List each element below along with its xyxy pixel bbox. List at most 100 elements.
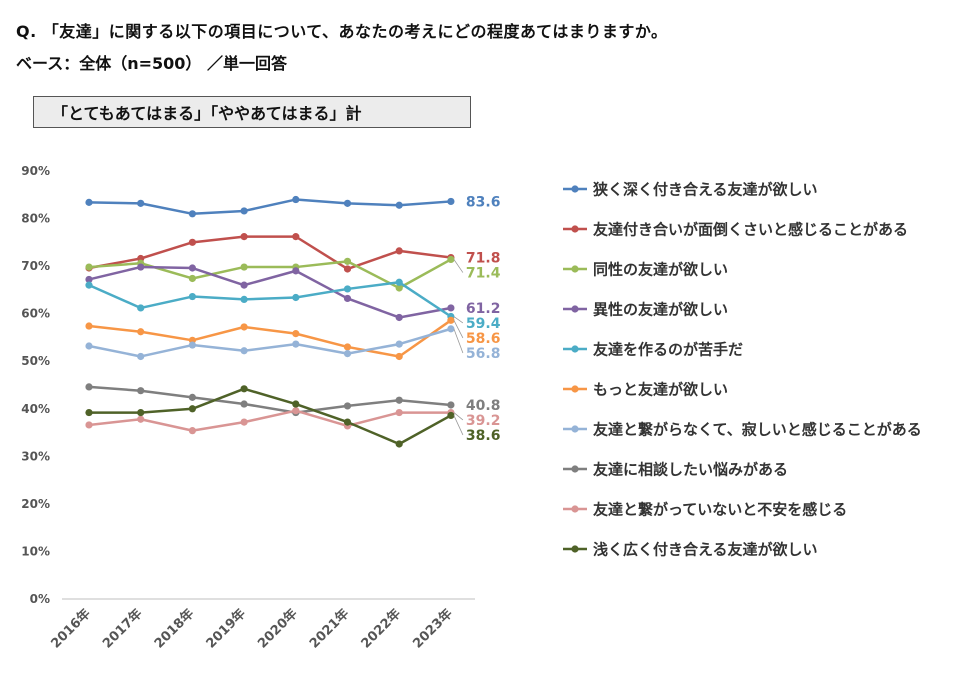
series-line <box>88 265 452 319</box>
chart-title: 「とてもあてはまる」「ややあてはまる」計 <box>33 96 471 128</box>
data-point <box>188 274 196 283</box>
base-note: ベース：全体（n=500） ／単一回答 <box>16 54 287 73</box>
legend-label: 友達と繋がっていないと不安を感じる <box>593 501 847 519</box>
legend-marker <box>571 505 579 513</box>
data-point <box>240 385 248 393</box>
leader-line <box>453 328 464 354</box>
data-point <box>447 255 455 264</box>
data-point <box>85 275 93 284</box>
legend-label: 浅く広く付き合える友達が欲しい <box>593 541 818 559</box>
data-point <box>395 340 403 348</box>
y-tick-label: 10% <box>21 544 50 558</box>
data-point <box>137 328 145 336</box>
data-point <box>343 294 352 303</box>
legend-label: 友達に相談したい悩みがある <box>593 461 788 479</box>
end-value-label: 61.2 <box>466 301 501 317</box>
y-tick-label: 70% <box>21 259 50 273</box>
data-point <box>240 323 248 331</box>
end-value-label: 83.6 <box>466 194 501 210</box>
data-point <box>395 313 403 322</box>
x-tick-label: 2020年 <box>255 606 301 652</box>
y-tick-label: 20% <box>21 497 50 511</box>
x-tick-label: 2017年 <box>99 606 145 652</box>
end-value-label: 59.4 <box>466 316 501 332</box>
legend-marker <box>571 265 579 273</box>
data-point <box>292 400 300 408</box>
data-point <box>137 263 145 271</box>
data-point <box>292 267 300 275</box>
data-point <box>85 263 93 271</box>
data-point <box>85 408 93 417</box>
data-point <box>343 265 352 273</box>
legend-marker <box>571 185 579 193</box>
data-point <box>395 408 403 417</box>
legend-marker <box>571 385 579 393</box>
legend-label: 友達と繋がらなくて、寂しいと感じることがある <box>593 421 922 439</box>
y-tick-label: 0% <box>30 592 50 606</box>
leader-line <box>453 259 464 273</box>
series-line <box>88 385 452 414</box>
data-point <box>395 278 403 286</box>
data-point <box>137 304 145 312</box>
y-tick-label: 40% <box>21 402 50 416</box>
data-point <box>188 210 196 218</box>
end-value-label: 56.8 <box>466 346 501 362</box>
end-value-label: 39.2 <box>466 413 501 429</box>
x-tick-label: 2019年 <box>203 606 249 652</box>
legend-label: 異性の友達が欲しい <box>593 301 728 319</box>
leader-line <box>453 320 464 339</box>
data-point <box>343 285 352 293</box>
data-point <box>395 352 403 361</box>
legend-label: 友達付き合いが面倒くさいと感じることがある <box>593 221 908 239</box>
data-point <box>188 405 196 413</box>
legend-label: 狭く深く付き合える友達が欲しい <box>592 181 818 199</box>
series-line <box>88 198 451 216</box>
data-point <box>395 396 403 404</box>
end-value-label: 71.4 <box>466 266 501 282</box>
legend-label: 同性の友達が欲しい <box>593 261 728 279</box>
data-point <box>240 263 248 271</box>
data-point <box>188 292 196 301</box>
data-point <box>447 316 455 324</box>
question-text: Q. 「友達」に関する以下の項目について、あなたの考えにどの程度あてはまりますか… <box>16 22 668 41</box>
data-point <box>137 408 145 417</box>
data-point <box>447 197 455 206</box>
data-point <box>447 325 455 333</box>
data-point <box>188 393 196 401</box>
data-point <box>343 257 352 265</box>
x-tick-label: 2023年 <box>410 606 456 652</box>
y-tick-label: 90% <box>21 164 50 178</box>
series-line <box>88 235 452 271</box>
data-point <box>292 340 300 348</box>
data-point <box>395 201 403 209</box>
data-point <box>137 387 145 395</box>
legend-marker <box>571 305 579 313</box>
y-tick-label: 50% <box>21 354 50 368</box>
y-tick-label: 60% <box>21 307 50 321</box>
data-point <box>188 427 196 435</box>
data-point <box>343 343 352 351</box>
data-point <box>447 304 455 312</box>
legend-label: もっと友達が欲しい <box>593 381 728 399</box>
data-point <box>395 440 403 448</box>
data-point <box>292 293 300 302</box>
data-point <box>292 407 300 415</box>
data-point <box>240 281 248 289</box>
x-tick-label: 2021年 <box>306 606 352 652</box>
data-point <box>343 418 352 426</box>
data-point <box>447 401 455 409</box>
series-line <box>89 387 452 446</box>
data-point <box>137 352 145 361</box>
end-value-label: 40.8 <box>466 398 501 414</box>
data-point <box>85 281 93 289</box>
leader-line <box>453 316 464 324</box>
end-value-label: 71.8 <box>466 251 501 267</box>
data-point <box>188 264 196 272</box>
legend-marker <box>571 345 579 353</box>
data-point <box>292 330 300 338</box>
x-tick-label: 2022年 <box>358 606 404 652</box>
data-point <box>85 421 93 429</box>
data-point <box>343 199 352 207</box>
x-tick-label: 2018年 <box>151 606 197 652</box>
data-point <box>85 342 93 350</box>
